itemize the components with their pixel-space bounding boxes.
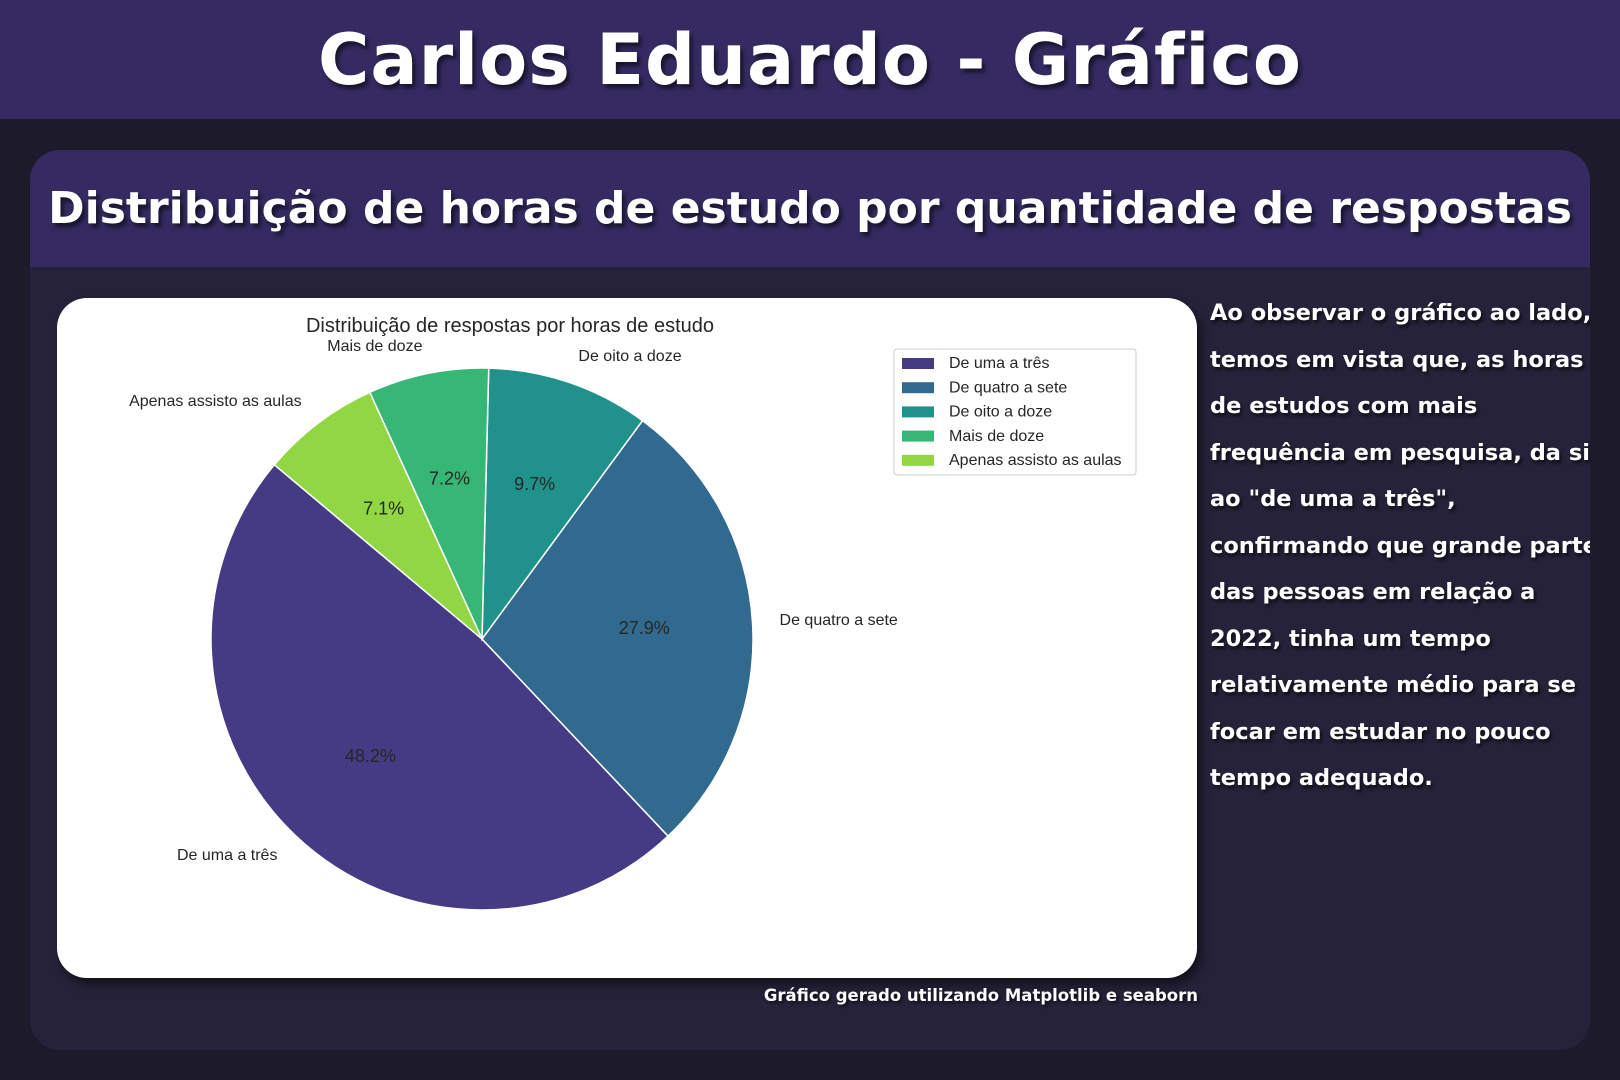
- chart-card: Distribuição de horas de estudo por quan…: [30, 150, 1590, 1050]
- slice-category-label: De oito a doze: [578, 348, 681, 365]
- slice-category-label: Mais de doze: [327, 338, 422, 355]
- pie-chart: Distribuição de respostas por horas de e…: [129, 315, 1137, 911]
- legend-swatch: [902, 358, 934, 369]
- pie-slice: [481, 367, 644, 642]
- slice-category-label: De uma a três: [177, 847, 277, 864]
- description-line: ao "de uma a três",: [1210, 486, 1456, 512]
- card-title: Distribuição de horas de estudo por quan…: [48, 183, 1572, 234]
- pie-slice: [481, 419, 754, 838]
- pie-slice: [273, 391, 483, 640]
- legend-label: De oito a doze: [949, 404, 1052, 421]
- description-line: temos em vista que, as horas: [1210, 346, 1584, 373]
- page-title: Carlos Eduardo - Gráfico: [317, 18, 1302, 101]
- description-line: frequência em pesquisa, da si: [1210, 439, 1590, 466]
- description-line: relativamente médio para se: [1210, 672, 1577, 698]
- card-header: Distribuição de horas de estudo por quan…: [30, 150, 1590, 267]
- slice-category-label: De quatro a sete: [780, 612, 898, 629]
- description-line: confirmando que grande parte: [1210, 532, 1590, 559]
- slice-percent-label: 48.2%: [345, 746, 396, 766]
- description-line: das pessoas em relação a: [1210, 579, 1536, 605]
- legend-label: Mais de doze: [949, 428, 1044, 445]
- page-header: Carlos Eduardo - Gráfico: [0, 0, 1620, 119]
- chart-panel: Distribuição de respostas por horas de e…: [57, 298, 1197, 978]
- pie-slice: [210, 463, 670, 911]
- description-text: Ao observar o gráfico ao lado, temos em v…: [1210, 290, 1590, 802]
- description-line: de estudos com mais: [1210, 393, 1478, 419]
- description-line: Ao observar o gráfico ao lado,: [1210, 300, 1590, 326]
- legend-swatch: [902, 430, 934, 442]
- slice-percent-label: 27.9%: [619, 618, 670, 638]
- pie-slices: [210, 367, 754, 911]
- slice-percent-label: 9.7%: [514, 474, 555, 494]
- legend-label: De uma a três: [949, 355, 1049, 372]
- description-line: tempo adequado.: [1210, 765, 1433, 791]
- chart-footnote: Gráfico gerado utilizando Matplotlib e s…: [763, 986, 1198, 1005]
- legend-label: Apenas assisto as aulas: [949, 452, 1122, 469]
- legend-swatch: [902, 406, 934, 418]
- pie-slice: [368, 367, 490, 640]
- legend-swatch: [902, 454, 934, 466]
- chart-title: Distribuição de respostas por horas de e…: [306, 315, 714, 337]
- slice-percent-label: 7.2%: [429, 468, 470, 488]
- pie-labels: De uma a três 48.2% De quatro a sete 27.9% D…: [129, 338, 898, 864]
- slice-category-label: Apenas assisto as aulas: [129, 393, 302, 410]
- description-line: focar em estudar no pouco: [1210, 718, 1551, 745]
- chart-legend: De uma a três De quatro a sete De oito a d…: [893, 348, 1137, 476]
- description-line: 2022, tinha um tempo: [1210, 625, 1491, 652]
- legend-frame: [893, 348, 1137, 476]
- legend-swatch: [902, 382, 934, 394]
- legend-label: De quatro a sete: [949, 379, 1067, 396]
- slice-percent-label: 7.1%: [363, 498, 404, 518]
